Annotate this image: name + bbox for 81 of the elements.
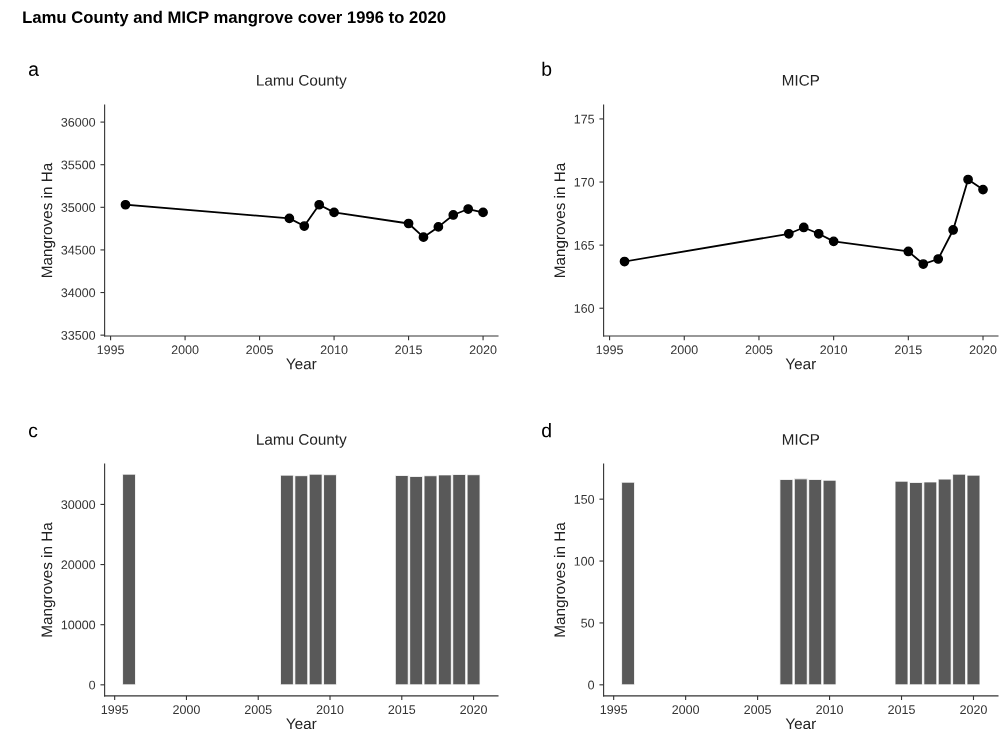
x-tick-label: 1995 [101,705,129,715]
point [448,210,459,220]
text: b [542,61,552,76]
y-axis-title: Mangroves in Ha [41,522,56,637]
point [948,225,959,235]
x-tick-label: 2005 [244,705,272,715]
x-tick-label: 2005 [246,345,273,355]
point [418,232,429,242]
point [463,204,474,214]
y-tick-label: 10000 [61,620,96,630]
point [433,222,444,232]
y-tick-label: 0 [588,680,595,690]
x-tick-label: 2020 [460,705,487,715]
x-tick-label: 2015 [895,345,922,355]
point [813,228,824,239]
x-tick-label: 2020 [469,345,497,355]
chart-title: Lamu County [257,74,347,89]
point [478,207,488,218]
y-tick-label: 35000 [61,203,96,212]
point [798,222,809,233]
y-tick-label: 34500 [61,245,96,255]
chart-title: MICP [782,74,820,86]
point [314,199,325,210]
y-tick-label: 33500 [61,330,96,340]
point [284,213,295,224]
point [329,207,339,218]
text: a [28,65,39,76]
x-tick-label: 2015 [388,705,416,715]
x-tick-label: 2000 [171,345,199,355]
x-tick-label: 2015 [888,705,915,715]
point [903,246,914,257]
x-tick-label: 2005 [744,705,771,715]
point [963,174,973,185]
point [828,236,839,247]
point [120,199,131,210]
text: Lamu County and MICP mangrove cover 1996 to 2020 [23,10,446,27]
y-tick-label: 170 [574,177,595,187]
x-tick-label: 2010 [816,705,843,715]
x-tick-label: 1995 [97,345,124,355]
text: d [542,423,551,438]
chart-title: MICP [782,434,820,445]
point [299,221,310,231]
y-tick-label: 36000 [61,117,96,127]
x-tick-label: 2015 [395,345,422,355]
y-tick-label: 150 [574,494,595,504]
x-tick-label: 1995 [600,705,628,715]
point [933,254,944,264]
y-tick-label: 165 [574,240,595,250]
point [403,218,414,229]
y-tick-label: 175 [574,114,595,124]
x-axis-title: Year [286,358,317,370]
x-tick-label: 2010 [820,345,848,355]
x-tick-label: 1995 [596,345,623,355]
x-tick-label: 2000 [173,705,200,715]
y-tick-label: 50 [581,618,595,628]
x-axis-title: Year [785,358,816,370]
y-tick-label: 100 [574,556,595,566]
y-tick-label: 30000 [61,500,96,510]
y-axis-title: Mangroves in Ha [553,522,569,637]
point [619,256,630,267]
point [918,259,929,269]
point [783,228,794,239]
y-tick-label: 20000 [61,560,96,570]
y-axis-title: Mangroves in Ha [553,162,569,278]
y-tick-label: 0 [89,680,96,690]
y-tick-label: 35500 [61,160,96,170]
y-tick-label: 34000 [61,288,96,298]
x-tick-label: 2010 [316,705,344,715]
x-axis-title: Year [286,718,317,730]
x-tick-label: 2010 [320,345,348,355]
x-axis-title: Year [785,718,816,730]
y-tick-label: 160 [574,304,595,313]
y-axis-title: Mangroves in Ha [41,162,56,278]
x-tick-label: 2005 [745,345,773,355]
chart-title: Lamu County [257,434,347,448]
x-tick-label: 2020 [960,705,987,715]
point [978,184,988,195]
x-tick-label: 2000 [670,345,698,355]
x-tick-label: 2020 [969,345,997,355]
x-tick-label: 2000 [672,705,700,715]
text: c [28,426,38,438]
